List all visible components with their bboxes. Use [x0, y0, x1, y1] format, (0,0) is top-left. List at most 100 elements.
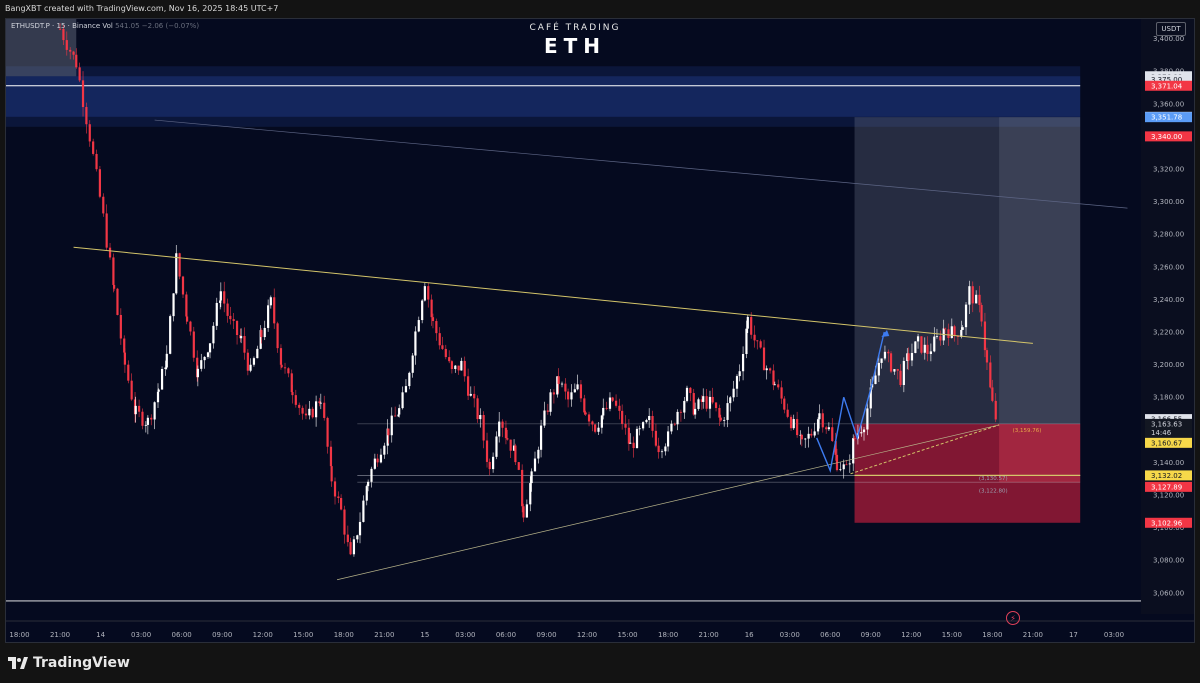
candle	[560, 383, 564, 385]
candle	[172, 293, 175, 317]
trendline-upper-trend	[154, 119, 1128, 209]
candle	[450, 361, 453, 370]
candle	[485, 440, 489, 462]
annotation-target-level: (3,159.76)	[1013, 428, 1042, 434]
candle	[869, 387, 872, 409]
price-chart[interactable]: (3,159.76) (3,130.57) (3,122.80) 3,060.00 3,…	[6, 19, 1194, 642]
candle	[804, 438, 807, 440]
candle	[356, 535, 359, 540]
candle	[933, 336, 936, 352]
candle	[926, 344, 929, 354]
candle	[907, 353, 910, 361]
candle	[311, 408, 314, 418]
y-tick-label: 3,200.00	[1153, 361, 1184, 369]
candle	[95, 153, 98, 170]
price-label: 3,160.67	[1151, 439, 1182, 447]
x-tick-label: 06:00	[172, 631, 192, 639]
candle	[718, 407, 721, 418]
candle	[243, 336, 246, 353]
x-tick-label: 21:00	[699, 631, 719, 639]
candle	[279, 348, 283, 365]
candle	[200, 360, 203, 369]
candle	[323, 402, 326, 418]
candle	[729, 397, 732, 404]
candle	[591, 421, 594, 425]
x-tick-label: 09:00	[861, 631, 881, 639]
candle	[556, 376, 559, 395]
candle	[112, 257, 115, 285]
candle	[235, 320, 239, 335]
candle	[910, 352, 914, 361]
candle	[146, 417, 149, 425]
candle	[800, 434, 803, 440]
currency-button[interactable]: USDT	[1156, 22, 1186, 36]
candle	[58, 28, 62, 30]
y-tick-label: 3,100.00	[1153, 524, 1184, 532]
price-label: 3,163.63	[1151, 420, 1182, 428]
x-tick-label: 21:00	[1023, 631, 1043, 639]
candle	[479, 415, 482, 420]
flash-icon[interactable]: ⚡	[1006, 611, 1020, 625]
candle	[964, 304, 968, 328]
x-tick-label: 06:00	[496, 631, 516, 639]
candle	[81, 80, 85, 108]
tradingview-logo[interactable]: TradingView	[8, 654, 130, 672]
symbol-name[interactable]: ETHUSDT.P · 15 · Binance	[11, 22, 101, 30]
candle	[971, 286, 974, 304]
candle	[330, 466, 333, 482]
candle	[950, 326, 953, 338]
candle	[438, 333, 441, 346]
symbol-legend[interactable]: ETHUSDT.P · 15 · Binance Vol 541.05 −2.0…	[11, 22, 199, 30]
x-tick-label: 18:00	[658, 631, 678, 639]
candle	[169, 316, 172, 354]
candle	[533, 458, 537, 472]
candle	[473, 393, 476, 399]
candle	[178, 253, 181, 277]
candle	[226, 303, 229, 316]
candle	[352, 539, 356, 555]
y-tick-label: 3,060.00	[1153, 589, 1184, 597]
candle	[72, 51, 75, 55]
price-label-box	[1145, 470, 1192, 481]
projection-arrowhead	[881, 329, 890, 337]
candle	[597, 427, 600, 432]
candle	[290, 373, 293, 393]
price-label: 3,132.02	[1151, 472, 1182, 480]
candle	[714, 402, 718, 408]
candle	[431, 317, 435, 322]
candle	[614, 400, 618, 406]
candle	[441, 345, 444, 349]
price-label: 14:46	[1151, 429, 1172, 437]
candle	[358, 521, 362, 536]
candle	[301, 407, 304, 414]
trendline-descending-resistance	[73, 246, 1033, 344]
candle	[164, 367, 167, 369]
candle	[552, 392, 556, 395]
tradingview-logo-icon	[8, 657, 28, 669]
candle	[860, 432, 863, 434]
candle	[762, 347, 766, 371]
y-tick-label: 3,280.00	[1153, 231, 1184, 239]
price-label-box	[1145, 418, 1192, 429]
candle	[579, 384, 583, 399]
candle	[137, 405, 141, 412]
annotation-support-level-1: (3,130.57)	[979, 476, 1008, 482]
candle	[337, 496, 340, 499]
candle	[448, 357, 451, 362]
candle	[318, 401, 321, 404]
candle	[635, 428, 639, 449]
candle	[883, 351, 887, 359]
candle	[454, 365, 457, 370]
candle	[417, 320, 420, 332]
candle	[119, 314, 122, 339]
volume-label[interactable]: Vol	[102, 22, 113, 30]
candle	[397, 414, 400, 417]
y-tick-label: 3,360.00	[1153, 100, 1184, 108]
candle	[65, 40, 68, 50]
candle	[444, 348, 447, 358]
chart-frame[interactable]: (3,159.76) (3,130.57) (3,122.80) 3,060.00 3,…	[5, 18, 1195, 643]
brand-subtitle: CAFÉ TRADING	[529, 23, 621, 33]
x-tick-label: 15:00	[293, 631, 313, 639]
candle	[185, 294, 188, 317]
candle	[273, 297, 276, 324]
